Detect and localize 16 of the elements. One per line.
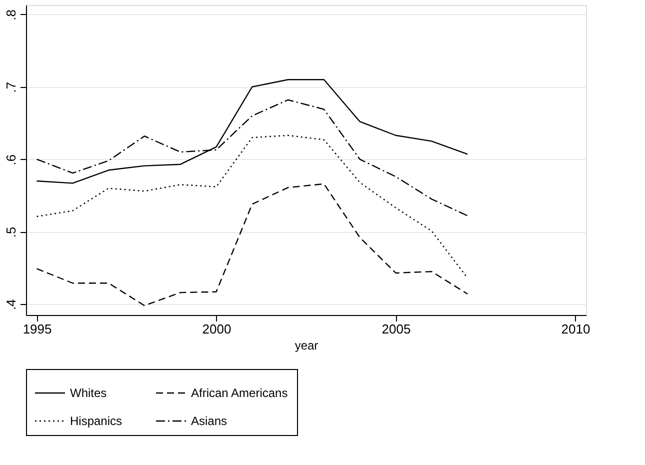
- legend-label: African Americans: [191, 386, 288, 400]
- legend-label: Hispanics: [70, 414, 122, 428]
- y-tick-label: .7: [4, 82, 18, 93]
- legend-label: Asians: [191, 414, 228, 428]
- line-series: [36, 183, 468, 306]
- y-tick-label: .8: [4, 9, 18, 20]
- y-tick-label: .4: [4, 299, 18, 310]
- y-tick-label: .6: [4, 154, 18, 166]
- x-tick-label: 2005: [382, 322, 411, 336]
- x-tick-label: 2010: [561, 322, 590, 336]
- legend-label: Whites: [70, 386, 107, 400]
- x-tick-label: 2000: [202, 322, 232, 336]
- line-series: [36, 134, 468, 279]
- x-tick-label: 1995: [22, 322, 52, 336]
- x-axis-title: year: [294, 338, 318, 352]
- y-tick-label: .5: [4, 226, 18, 238]
